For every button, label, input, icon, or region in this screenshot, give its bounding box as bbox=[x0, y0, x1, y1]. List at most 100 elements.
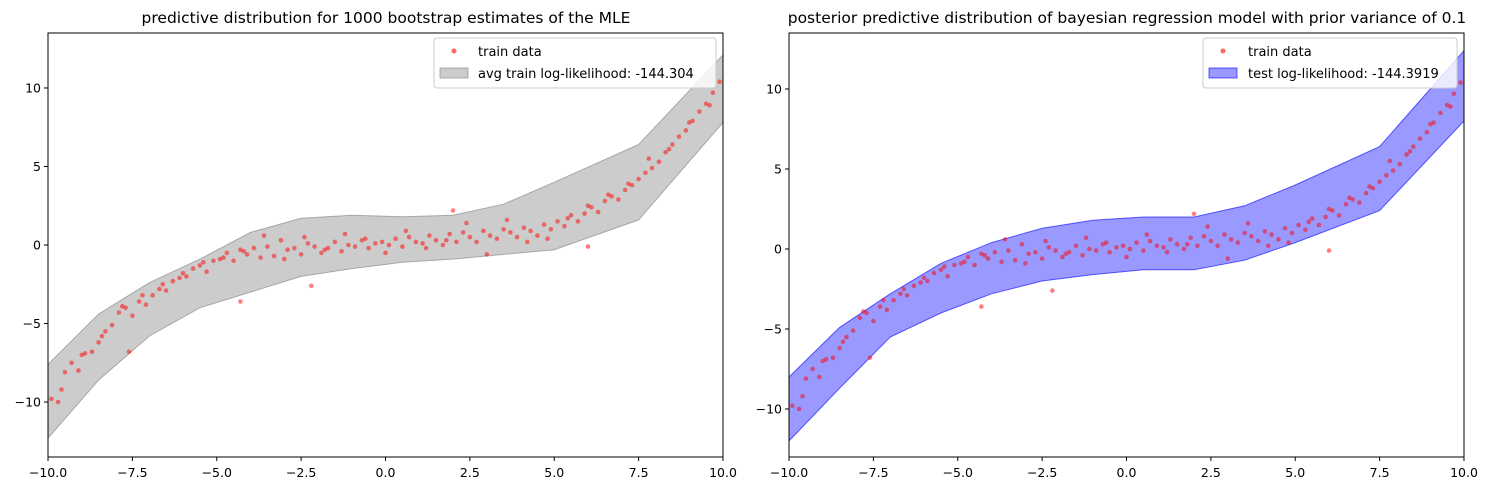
left-x-tick-label: 2.5 bbox=[460, 465, 480, 480]
left-train-point bbox=[143, 302, 149, 308]
left-train-point bbox=[541, 222, 547, 227]
left-train-point bbox=[433, 238, 439, 243]
left-train-point bbox=[582, 211, 587, 216]
left-train-point bbox=[707, 102, 712, 108]
left-train-point bbox=[366, 245, 371, 251]
left-train-point bbox=[251, 245, 257, 251]
right-train-point bbox=[1002, 237, 1008, 242]
left-train-point bbox=[271, 253, 277, 259]
right-train-point bbox=[962, 259, 967, 265]
left-train-point bbox=[76, 368, 81, 373]
right-x-tick-label: 2.5 bbox=[1201, 465, 1221, 480]
right-train-point bbox=[877, 304, 883, 309]
left-y-tick-label: −10 bbox=[15, 395, 41, 410]
right-train-point bbox=[1181, 246, 1187, 252]
right-train-point bbox=[1357, 200, 1362, 205]
left-train-point bbox=[103, 329, 108, 334]
left-train-point bbox=[282, 256, 287, 262]
right-train-point bbox=[1033, 249, 1038, 255]
right-train-point bbox=[979, 304, 984, 309]
right-y-tick-label: −10 bbox=[756, 402, 782, 417]
left-train-point bbox=[484, 252, 490, 257]
left-train-point bbox=[204, 269, 209, 275]
right-train-point bbox=[925, 278, 930, 284]
right-train-point bbox=[1134, 240, 1139, 245]
left-train-point bbox=[231, 258, 236, 264]
left-train-point bbox=[616, 197, 621, 202]
left-y-axis-ticks: −10 −5 0 5 10 bbox=[15, 80, 48, 410]
right-train-point bbox=[881, 297, 886, 303]
left-train-point bbox=[514, 234, 520, 240]
right-train-point bbox=[1228, 237, 1234, 242]
right-train-point bbox=[1347, 195, 1352, 201]
right-train-point bbox=[1306, 219, 1312, 225]
right-train-point bbox=[796, 406, 802, 412]
left-train-point bbox=[528, 228, 533, 234]
right-train-point bbox=[1336, 213, 1342, 218]
right-train-point bbox=[1255, 238, 1261, 244]
right-train-point bbox=[1174, 241, 1180, 247]
right-train-point bbox=[1235, 240, 1241, 245]
left-train-point bbox=[427, 233, 432, 238]
left-train-point bbox=[49, 396, 54, 402]
left-train-point bbox=[585, 203, 591, 208]
right-train-point bbox=[1195, 243, 1200, 249]
right-train-point bbox=[1050, 288, 1055, 293]
right-train-point bbox=[982, 253, 988, 258]
left-train-point bbox=[302, 234, 307, 240]
left-train-point bbox=[258, 255, 263, 260]
left-chart-title: predictive distribution for 1000 bootstr… bbox=[142, 9, 631, 27]
right-train-point bbox=[1448, 104, 1453, 109]
right-train-point bbox=[965, 254, 971, 260]
right-y-tick-label: 0 bbox=[774, 242, 782, 257]
right-x-tick-label: 0.0 bbox=[1117, 465, 1137, 480]
right-train-point bbox=[952, 262, 957, 268]
right-train-point bbox=[945, 273, 950, 279]
left-train-point bbox=[622, 187, 628, 193]
right-train-point bbox=[1006, 248, 1011, 253]
left-train-point bbox=[211, 258, 216, 264]
left-train-point bbox=[238, 299, 243, 304]
left-train-point bbox=[548, 227, 554, 232]
left-y-tick-label: 0 bbox=[33, 238, 41, 253]
left-train-point bbox=[450, 208, 456, 213]
left-train-point bbox=[55, 399, 61, 405]
right-train-point bbox=[790, 403, 795, 409]
right-x-tick-label: 7.5 bbox=[1370, 465, 1390, 480]
left-train-point bbox=[697, 109, 702, 114]
right-train-point bbox=[1164, 249, 1170, 255]
left-train-point bbox=[69, 360, 74, 366]
left-train-point bbox=[305, 241, 311, 246]
right-train-point bbox=[921, 275, 927, 281]
left-train-point bbox=[298, 252, 304, 257]
left-y-tick-label: 5 bbox=[33, 159, 41, 174]
right-train-point bbox=[1428, 121, 1433, 127]
right-train-point bbox=[1222, 232, 1227, 237]
left-train-point bbox=[663, 150, 668, 155]
right-train-point bbox=[1309, 216, 1315, 221]
left-train-point bbox=[474, 239, 479, 245]
left-train-point bbox=[440, 242, 446, 248]
right-x-tick-label: −10.0 bbox=[770, 465, 808, 480]
right-train-point bbox=[1384, 173, 1389, 178]
left-train-point bbox=[190, 266, 196, 271]
left-train-point bbox=[585, 244, 591, 249]
left-train-point bbox=[656, 159, 662, 165]
left-train-point bbox=[454, 239, 459, 245]
right-train-point bbox=[837, 345, 842, 351]
left-train-point bbox=[163, 288, 169, 293]
left-legend-band-label: avg train log-likelihood: -144.304 bbox=[478, 67, 694, 82]
right-train-point bbox=[1326, 248, 1332, 253]
right-train-point bbox=[1185, 241, 1190, 247]
left-x-tick-label: −7.5 bbox=[117, 465, 147, 480]
left-x-tick-label: 5.0 bbox=[544, 465, 564, 480]
left-train-point bbox=[403, 228, 409, 234]
right-train-point bbox=[800, 393, 805, 399]
right-train-point bbox=[1201, 233, 1207, 239]
right-train-point bbox=[1326, 206, 1332, 212]
left-train-point bbox=[322, 247, 328, 252]
left-train-point bbox=[244, 252, 250, 257]
left-train-point bbox=[197, 263, 203, 268]
left-y-tick-label: −5 bbox=[23, 316, 41, 331]
